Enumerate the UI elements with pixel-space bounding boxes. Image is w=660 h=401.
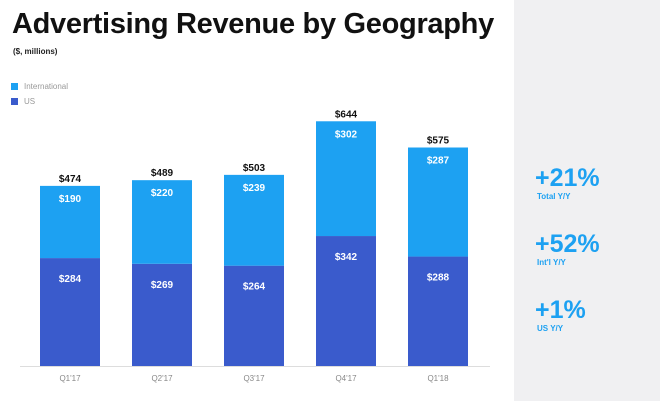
bar-label-us-3: $342 bbox=[335, 252, 358, 263]
stat-intl-label: Int'l Y/Y bbox=[537, 258, 566, 267]
bar-us-0 bbox=[40, 258, 100, 366]
stat-us-label: US Y/Y bbox=[537, 324, 564, 333]
legend-item-international: International bbox=[11, 80, 68, 93]
stat-total: +21% Total Y/Y bbox=[535, 165, 600, 201]
bar-international-3 bbox=[316, 121, 376, 237]
stat-us-value: +1% bbox=[535, 296, 586, 324]
stat-intl: +52% Int'l Y/Y bbox=[535, 231, 600, 267]
bar-label-us-2: $264 bbox=[243, 282, 266, 293]
bar-label-international-3: $302 bbox=[335, 129, 358, 140]
stat-us: +1% US Y/Y bbox=[535, 297, 586, 333]
bar-label-international-2: $239 bbox=[243, 183, 266, 194]
bar-us-4 bbox=[408, 256, 468, 366]
bar-label-international-4: $287 bbox=[427, 156, 450, 167]
bar-us-2 bbox=[224, 265, 284, 366]
legend: International US bbox=[11, 80, 68, 110]
category-label-0: Q1'17 bbox=[59, 374, 81, 383]
bar-label-international-0: $190 bbox=[59, 194, 82, 205]
legend-label-us: US bbox=[24, 97, 36, 106]
page-subtitle: ($, millions) bbox=[13, 47, 58, 56]
category-label-1: Q2'17 bbox=[151, 374, 173, 383]
category-label-4: Q1'18 bbox=[427, 374, 449, 383]
legend-swatch-international bbox=[11, 83, 18, 90]
category-label-2: Q3'17 bbox=[243, 374, 265, 383]
bar-label-international-1: $220 bbox=[151, 188, 174, 199]
side-panel bbox=[514, 0, 660, 401]
legend-item-us: US bbox=[11, 95, 68, 108]
bar-us-3 bbox=[316, 236, 376, 366]
total-label-2: $503 bbox=[243, 163, 266, 174]
bar-us-1 bbox=[132, 263, 192, 366]
bar-international-0 bbox=[40, 185, 100, 259]
bar-international-1 bbox=[132, 180, 192, 264]
category-label-3: Q4'17 bbox=[335, 374, 357, 383]
bar-label-us-1: $269 bbox=[151, 280, 174, 291]
total-label-0: $474 bbox=[59, 174, 82, 185]
total-label-3: $644 bbox=[335, 109, 358, 120]
chart: $284 $190 $474 Q1'17 $269 $220 $489 Q2'17 $264 $2… bbox=[20, 109, 490, 383]
bar-label-us-0: $284 bbox=[59, 274, 82, 285]
page-title: Advertising Revenue by Geography bbox=[12, 8, 494, 40]
bar-international-4 bbox=[408, 147, 468, 257]
stat-total-label: Total Y/Y bbox=[537, 192, 571, 201]
total-label-1: $489 bbox=[151, 168, 174, 179]
legend-swatch-us bbox=[11, 98, 18, 105]
bar-label-us-4: $288 bbox=[427, 273, 450, 284]
legend-label-international: International bbox=[24, 82, 69, 91]
total-label-4: $575 bbox=[427, 136, 450, 147]
bar-international-2 bbox=[224, 174, 284, 266]
stat-total-value: +21% bbox=[535, 164, 600, 192]
stat-intl-value: +52% bbox=[535, 230, 600, 258]
